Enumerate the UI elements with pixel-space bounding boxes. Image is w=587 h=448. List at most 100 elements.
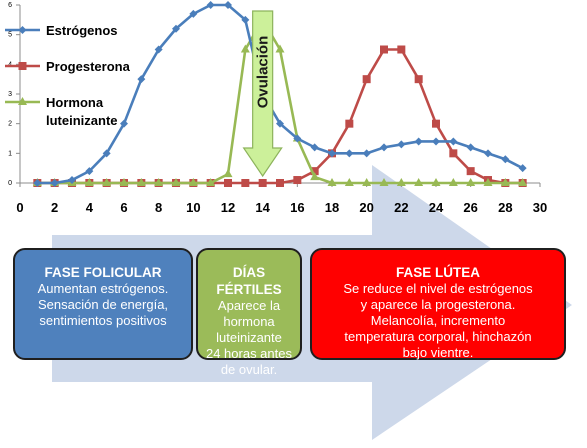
data-point-estrogenos bbox=[484, 149, 492, 158]
phase-fertiles-title: DÍAS FÉRTILES bbox=[216, 265, 282, 297]
y-tick-label: 0 bbox=[8, 180, 12, 187]
data-point-hormona-luteinizante bbox=[344, 178, 354, 186]
data-point-hormona-luteinizante bbox=[396, 178, 406, 186]
data-point-estrogenos bbox=[466, 143, 475, 152]
data-point-estrogenos bbox=[362, 149, 371, 158]
data-point-hormona-luteinizante bbox=[119, 178, 129, 186]
data-point-estrogenos bbox=[154, 45, 163, 54]
x-tick-label: 24 bbox=[429, 200, 444, 215]
legend-item-estrogenos: Estrógenos bbox=[5, 23, 118, 38]
phase-lutea-line: bajo vientre. bbox=[402, 345, 474, 360]
phase-fertiles-box: DÍAS FÉRTILES Aparece la hormona luteini… bbox=[196, 248, 302, 377]
data-point-estrogenos bbox=[33, 179, 42, 187]
data-point-estrogenos bbox=[293, 134, 302, 143]
data-point-estrogenos bbox=[68, 176, 76, 185]
data-point-hormona-luteinizante bbox=[466, 178, 476, 186]
data-point-hormona-luteinizante bbox=[448, 178, 458, 186]
legend-marker bbox=[18, 97, 27, 105]
data-point-hormona-luteinizante bbox=[188, 178, 198, 186]
data-point-progesterona bbox=[362, 75, 371, 84]
data-point-hormona-luteinizante bbox=[431, 178, 441, 186]
data-point-hormona-luteinizante bbox=[379, 178, 389, 186]
data-point-progesterona bbox=[241, 179, 250, 187]
data-point-progesterona bbox=[466, 167, 475, 176]
x-tick-label: 0 bbox=[16, 200, 23, 215]
data-point-estrogenos bbox=[206, 1, 215, 9]
legend-label: Estrógenos bbox=[46, 23, 118, 38]
x-tick-label: 12 bbox=[221, 200, 235, 215]
series-estrogenos bbox=[33, 1, 527, 187]
phase-lutea-box: FASE LÚTEA Se reduce el nivel de estróge… bbox=[310, 248, 566, 360]
chart-series bbox=[32, 1, 528, 187]
data-point-hormona-luteinizante bbox=[206, 178, 216, 186]
x-tick-label: 30 bbox=[533, 200, 547, 215]
chart-legend: Estrógenos Progesterona Hormona luteinizant… bbox=[5, 23, 131, 128]
data-point-hormona-luteinizante bbox=[154, 178, 164, 186]
phase-lutea-title: FASE LÚTEA bbox=[395, 265, 480, 280]
x-tick-label: 8 bbox=[155, 200, 162, 215]
data-point-progesterona bbox=[432, 119, 440, 128]
data-point-hormona-luteinizante bbox=[310, 172, 320, 181]
ovulation-arrow-shape bbox=[242, 10, 283, 178]
ovulation-arrow: Ovulación bbox=[242, 10, 283, 178]
phase-lutea-line: Melancolía, incremento bbox=[370, 313, 506, 328]
phase-fertiles-line: de ovular. bbox=[220, 362, 278, 377]
x-tick-label: 4 bbox=[86, 200, 94, 215]
legend-label: Hormona bbox=[46, 95, 104, 110]
data-point-estrogenos bbox=[276, 119, 284, 128]
data-point-hormona-luteinizante bbox=[171, 178, 181, 186]
x-tick-label: 20 bbox=[359, 200, 373, 215]
data-point-progesterona bbox=[276, 179, 284, 187]
phase-lutea-line: temperatura corporal, hinchazón bbox=[344, 329, 532, 344]
data-point-hormona-luteinizante bbox=[414, 178, 424, 186]
phase-lutea-line: Se reduce el nivel de estrógenos bbox=[343, 281, 533, 296]
phase-fertiles-line: hormona bbox=[223, 314, 275, 329]
data-point-hormona-luteinizante bbox=[362, 178, 372, 186]
legend-label: luteinizante bbox=[46, 113, 118, 128]
data-point-progesterona bbox=[397, 45, 406, 54]
data-point-estrogenos bbox=[501, 155, 510, 164]
data-point-estrogenos bbox=[432, 137, 440, 146]
data-point-hormona-luteinizante bbox=[500, 178, 510, 186]
phase-fertiles-line: 24 horas antes bbox=[205, 346, 292, 361]
data-point-progesterona bbox=[414, 75, 423, 84]
data-point-hormona-luteinizante bbox=[518, 178, 528, 186]
data-point-progesterona bbox=[310, 167, 319, 176]
data-point-estrogenos bbox=[345, 149, 354, 158]
data-point-estrogenos bbox=[224, 1, 232, 9]
y-tick-label: 5 bbox=[8, 32, 12, 39]
series-hormona-luteinizante bbox=[32, 14, 528, 186]
data-point-progesterona bbox=[293, 176, 302, 185]
chart-axes: 0246810121416182022242628300123456 bbox=[8, 2, 547, 215]
ovulation-label: Ovulación bbox=[255, 36, 272, 109]
phase-folicular-line: Sensación de energía, bbox=[37, 297, 169, 312]
data-point-hormona-luteinizante bbox=[102, 178, 112, 186]
y-tick-label: 1 bbox=[8, 150, 12, 157]
data-point-progesterona bbox=[345, 119, 354, 128]
data-point-hormona-luteinizante bbox=[240, 44, 250, 53]
y-tick-label: 3 bbox=[8, 91, 12, 98]
data-point-estrogenos bbox=[120, 119, 128, 128]
data-point-estrogenos bbox=[380, 143, 388, 152]
y-tick-label: 2 bbox=[8, 121, 12, 128]
legend-marker bbox=[18, 62, 27, 70]
data-point-estrogenos bbox=[397, 140, 406, 149]
data-point-hormona-luteinizante bbox=[483, 178, 493, 186]
data-point-estrogenos bbox=[518, 164, 527, 173]
data-point-hormona-luteinizante bbox=[84, 178, 94, 186]
data-point-estrogenos bbox=[137, 75, 146, 84]
phase-folicular-line: Aumentan estrógenos. bbox=[37, 281, 169, 296]
data-point-progesterona bbox=[380, 45, 388, 54]
data-point-estrogenos bbox=[189, 9, 198, 18]
data-point-estrogenos bbox=[449, 137, 458, 146]
x-tick-label: 2 bbox=[51, 200, 58, 215]
x-tick-label: 26 bbox=[463, 200, 477, 215]
y-tick-label: 6 bbox=[8, 2, 12, 9]
data-point-hormona-luteinizante bbox=[136, 178, 146, 186]
data-point-estrogenos bbox=[172, 24, 180, 33]
data-point-hormona-luteinizante bbox=[275, 44, 285, 53]
x-tick-label: 10 bbox=[186, 200, 200, 215]
phase-fertiles-line: luteinizante bbox=[216, 330, 282, 345]
phase-lutea-line: y aparece la progesterona. bbox=[360, 297, 516, 312]
